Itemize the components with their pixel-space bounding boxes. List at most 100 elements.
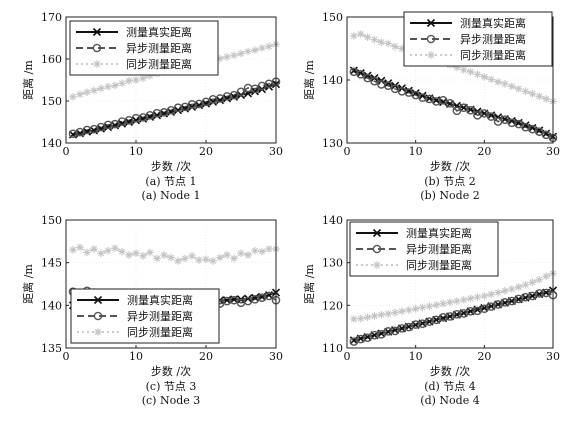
legend-marker <box>94 328 102 336</box>
data-point <box>418 91 427 100</box>
data-point <box>473 70 482 79</box>
data-point <box>370 35 379 44</box>
data-point <box>508 82 516 91</box>
data-point <box>473 293 482 302</box>
y-tick-label: 150 <box>41 214 62 227</box>
data-point <box>104 82 112 91</box>
data-point <box>494 78 502 86</box>
x-tick-label: 30 <box>546 145 560 158</box>
legend-marker <box>372 244 382 254</box>
data-point <box>173 106 183 115</box>
data-point <box>377 310 386 319</box>
data-point <box>514 119 523 129</box>
data-point <box>405 306 413 314</box>
data-point <box>251 46 259 54</box>
data-point <box>145 112 155 122</box>
data-point <box>223 251 231 259</box>
data-point <box>541 130 551 140</box>
x-tick-label: 0 <box>63 145 70 158</box>
chart-panel-4: 0 10 20 30 110 120 130 140 步数 /次 距离 /m (d) 节点 4(d)… <box>302 214 560 407</box>
data-point <box>528 90 537 98</box>
data-point <box>398 307 406 316</box>
data-point <box>542 272 550 281</box>
data-point <box>243 294 253 303</box>
x-axis-label: 步数 /次 <box>430 364 470 378</box>
data-point <box>363 313 372 322</box>
data-point <box>216 253 224 262</box>
series-markers-2 <box>349 67 558 143</box>
data-point <box>438 95 448 105</box>
plot-frame <box>346 219 554 349</box>
y-tick-label: 170 <box>41 11 62 24</box>
data-point <box>202 255 210 264</box>
data-point <box>446 298 454 307</box>
data-point <box>453 297 461 305</box>
x-tick-label: 10 <box>409 145 423 158</box>
legend-label: 同步测量距离 <box>127 325 193 339</box>
data-point <box>250 87 260 96</box>
legend-marker <box>426 34 436 44</box>
x-tick-label: 10 <box>409 350 423 363</box>
data-point <box>480 109 489 118</box>
data-point <box>146 248 154 257</box>
x-axis-label: 步数 /次 <box>151 159 191 173</box>
legend-label: 异步测量距离 <box>126 41 192 55</box>
caption-cn: (b) 节点 2 <box>424 175 476 188</box>
data-point <box>418 303 427 312</box>
data-point <box>535 275 544 284</box>
data-point <box>411 304 420 313</box>
x-tick-label: 0 <box>344 145 351 158</box>
data-point <box>244 251 252 259</box>
data-point <box>117 119 127 128</box>
data-point <box>363 73 372 83</box>
caption-cn: (c) 节点 3 <box>146 380 197 393</box>
y-tick-label: 130 <box>322 137 343 150</box>
legend-marker <box>93 311 103 321</box>
data-point <box>384 310 392 318</box>
data-point <box>97 249 105 258</box>
data-point <box>487 290 495 299</box>
data-point <box>350 315 358 323</box>
data-point <box>265 42 273 51</box>
data-point <box>237 49 245 58</box>
data-point <box>350 32 358 40</box>
legend-label: 测量真实距离 <box>460 16 526 30</box>
data-point <box>466 105 475 115</box>
data-point <box>152 111 162 120</box>
data-point <box>349 336 358 345</box>
data-point <box>229 90 239 100</box>
data-point <box>230 254 238 263</box>
data-point <box>391 308 399 317</box>
legend-label: 测量真实距离 <box>127 293 193 307</box>
data-point <box>370 76 379 86</box>
series-line-3 <box>353 272 554 320</box>
chart-panel-1: 0 10 20 30 140 150 160 170 步数 /次 距离 /m (a) 节点 1(a)… <box>21 11 283 202</box>
x-tick-label: 20 <box>199 145 213 158</box>
data-point <box>201 99 211 108</box>
y-axis-label: 距离 /m <box>21 60 35 100</box>
data-point <box>425 302 434 310</box>
caption-cn: (d) 节点 4 <box>424 380 476 393</box>
legend-marker <box>93 295 103 305</box>
data-point <box>486 112 496 121</box>
data-point <box>139 74 147 83</box>
y-axis-label: 距离 /m <box>302 60 316 100</box>
caption-en: (b) Node 2 <box>420 189 479 202</box>
data-point <box>103 122 113 132</box>
x-tick-label: 30 <box>269 350 283 363</box>
data-point <box>383 81 393 90</box>
legend-label: 异步测量距离 <box>460 32 526 46</box>
data-point <box>237 249 245 258</box>
data-point <box>473 305 482 314</box>
y-tick-label: 130 <box>322 257 343 270</box>
data-point <box>244 47 252 56</box>
y-tick-label: 160 <box>41 53 62 66</box>
x-tick-label: 20 <box>199 350 213 363</box>
data-point <box>363 71 372 80</box>
data-point <box>215 96 225 105</box>
data-point <box>384 79 393 88</box>
caption-en: (d) Node 4 <box>420 394 479 407</box>
data-point <box>528 278 537 287</box>
